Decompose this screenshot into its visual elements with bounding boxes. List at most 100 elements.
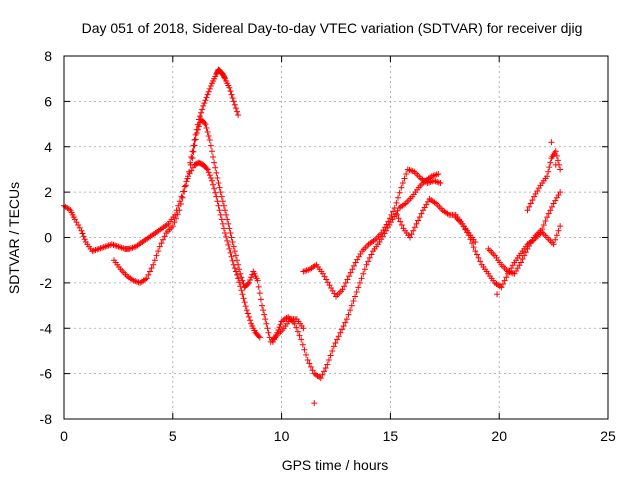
data-point bbox=[347, 307, 354, 314]
data-point bbox=[239, 277, 246, 284]
data-point bbox=[191, 136, 198, 143]
data-point bbox=[232, 268, 239, 275]
y-tick-label: -2 bbox=[40, 275, 53, 291]
data-points bbox=[61, 66, 564, 407]
data-point bbox=[203, 94, 210, 101]
data-point bbox=[205, 169, 212, 176]
data-point bbox=[546, 164, 553, 171]
data-point bbox=[363, 261, 370, 268]
data-point bbox=[201, 119, 208, 126]
data-point bbox=[393, 199, 400, 206]
data-point bbox=[344, 276, 351, 283]
data-point bbox=[303, 351, 310, 358]
data-point bbox=[276, 324, 283, 331]
data-point bbox=[198, 109, 205, 116]
data-point bbox=[356, 279, 363, 286]
data-point bbox=[418, 210, 425, 217]
data-point bbox=[193, 126, 200, 133]
data-point bbox=[365, 258, 372, 265]
x-axis-ticks: 0 5 10 15 20 25 bbox=[60, 56, 616, 444]
data-point bbox=[229, 239, 236, 246]
data-point bbox=[299, 341, 306, 348]
data-point bbox=[322, 364, 329, 371]
data-point bbox=[237, 283, 244, 290]
data-point bbox=[208, 177, 215, 184]
x-axis-label: GPS time / hours bbox=[282, 457, 389, 473]
data-point bbox=[346, 273, 353, 280]
data-point bbox=[233, 271, 240, 278]
data-point bbox=[148, 265, 155, 272]
data-point bbox=[557, 166, 564, 173]
data-point bbox=[524, 207, 531, 214]
data-point bbox=[179, 194, 186, 201]
data-point bbox=[548, 139, 555, 146]
data-point bbox=[204, 166, 211, 173]
data-point bbox=[554, 157, 561, 164]
data-point bbox=[552, 236, 559, 243]
data-point bbox=[226, 245, 233, 252]
data-point bbox=[396, 189, 403, 196]
data-point bbox=[207, 174, 214, 181]
data-point bbox=[228, 91, 235, 98]
data-point bbox=[206, 136, 213, 143]
data-point bbox=[176, 198, 183, 205]
data-point bbox=[540, 222, 547, 229]
data-point bbox=[190, 148, 197, 155]
data-point bbox=[218, 216, 225, 223]
data-point bbox=[232, 252, 239, 259]
data-point bbox=[395, 194, 402, 201]
data-point bbox=[330, 343, 337, 350]
data-point bbox=[143, 275, 150, 282]
data-point bbox=[385, 218, 392, 225]
data-point bbox=[257, 296, 264, 303]
data-point bbox=[230, 98, 237, 105]
data-point bbox=[183, 178, 190, 185]
data-point bbox=[186, 168, 193, 175]
data-point bbox=[437, 180, 444, 187]
data-point bbox=[216, 184, 223, 191]
data-point bbox=[360, 270, 367, 277]
data-point bbox=[475, 254, 482, 261]
data-point bbox=[212, 164, 219, 171]
data-point bbox=[189, 148, 196, 155]
data-point bbox=[220, 225, 227, 232]
data-point bbox=[221, 74, 228, 81]
data-point bbox=[340, 322, 347, 329]
data-point bbox=[304, 357, 311, 364]
x-tick-label: 20 bbox=[491, 428, 507, 444]
y-tick-label: 2 bbox=[44, 184, 52, 200]
data-point bbox=[78, 227, 85, 234]
data-point bbox=[214, 174, 221, 181]
data-point bbox=[366, 254, 373, 261]
data-point bbox=[557, 189, 564, 196]
data-point bbox=[545, 168, 552, 175]
data-point bbox=[469, 240, 475, 247]
data-point bbox=[307, 363, 314, 370]
data-point bbox=[342, 319, 349, 326]
data-point bbox=[552, 161, 559, 168]
data-point bbox=[231, 265, 238, 272]
data-point bbox=[174, 211, 181, 218]
data-point bbox=[552, 148, 559, 155]
data-point bbox=[202, 97, 209, 104]
data-point bbox=[223, 211, 230, 218]
data-point bbox=[260, 307, 267, 314]
data-point bbox=[553, 232, 560, 239]
series-outliers bbox=[311, 139, 559, 407]
data-point bbox=[415, 217, 422, 224]
data-point bbox=[178, 193, 185, 200]
data-point bbox=[237, 270, 244, 277]
data-point bbox=[212, 189, 219, 196]
data-point bbox=[350, 298, 357, 305]
data-point bbox=[329, 347, 336, 354]
series-track-h bbox=[485, 223, 564, 277]
data-point bbox=[275, 326, 282, 333]
data-point bbox=[349, 266, 356, 273]
data-point bbox=[498, 284, 505, 291]
data-point bbox=[555, 227, 562, 234]
data-point bbox=[79, 230, 86, 237]
data-point bbox=[395, 215, 402, 222]
data-point bbox=[230, 243, 237, 250]
data-point bbox=[176, 207, 183, 214]
data-point bbox=[200, 102, 207, 109]
